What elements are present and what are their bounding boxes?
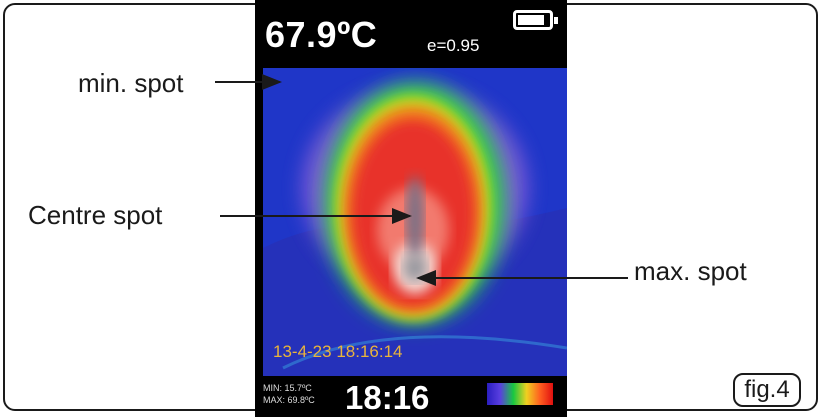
figure-label: fig.4 (733, 373, 801, 407)
thermal-image (263, 68, 567, 376)
max-temp: MAX: 69.8ºC (263, 395, 315, 405)
min-temp: MIN: 15.7ºC (263, 383, 312, 393)
min-max-readout: MIN: 15.7ºC MAX: 69.8ºC (263, 382, 315, 406)
bottom-bar: MIN: 15.7ºC MAX: 69.8ºC 18:16 (255, 376, 567, 417)
color-scale-bar (487, 383, 553, 405)
status-bar: 67.9ºC e=0.95 (255, 0, 567, 68)
battery-icon (513, 10, 558, 30)
thermal-camera-display: 67.9ºC e=0.95 13-4-23 18:16:14 MIN: 1 (255, 0, 567, 417)
clock: 18:16 (345, 379, 430, 416)
min-spot-label: min. spot (78, 68, 184, 98)
temperature-readout: 67.9ºC (265, 14, 378, 55)
battery-fill (518, 15, 544, 25)
datetime-stamp: 13-4-23 18:16:14 (273, 342, 403, 361)
emissivity-readout: e=0.95 (427, 36, 480, 55)
max-spot-label: max. spot (634, 256, 747, 286)
centre-spot-label: Centre spot (28, 200, 163, 230)
thermal-heatmap (263, 68, 567, 376)
